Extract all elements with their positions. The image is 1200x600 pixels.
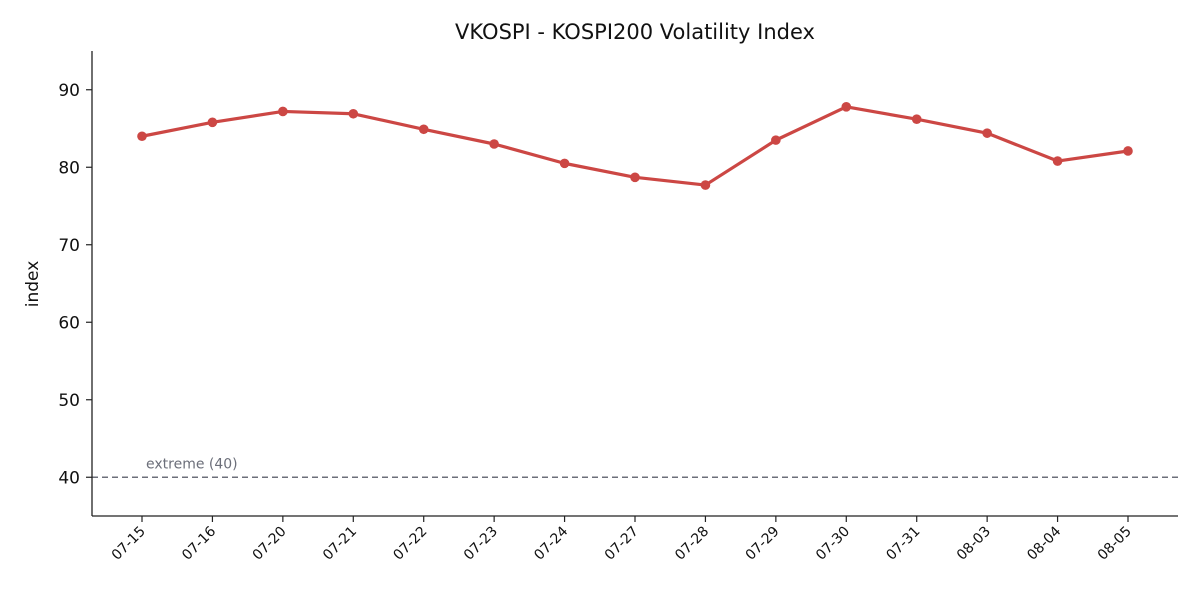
x-tick-label: 08-04 <box>1024 523 1064 563</box>
x-tick-label: 07-31 <box>883 524 923 564</box>
x-tick-label: 07-22 <box>390 524 430 564</box>
x-tick-label: 07-16 <box>179 523 219 563</box>
x-tick-label: 07-27 <box>602 524 642 564</box>
data-point <box>418 124 429 135</box>
reference-line-label: extreme (40) <box>146 456 238 472</box>
data-point <box>771 135 781 145</box>
y-tick-label: 90 <box>58 81 80 101</box>
x-tick-label: 08-05 <box>1095 524 1135 564</box>
reference-line-group: extreme (40) <box>92 456 1178 478</box>
x-tick-label: 08-03 <box>954 524 994 564</box>
data-point <box>630 172 640 183</box>
series-group <box>137 102 1133 190</box>
chart-title: VKOSPI - KOSPI200 Volatility Index <box>455 20 815 44</box>
data-point <box>559 158 570 169</box>
data-point <box>1052 156 1063 166</box>
y-tick-label: 80 <box>58 158 80 178</box>
x-ticks: 07-15 07-16 07-20 07-21 07-22 07-23 07-24 07-27… <box>109 516 1135 564</box>
data-point <box>911 114 922 124</box>
y-tick-label: 50 <box>58 391 80 411</box>
data-point <box>1123 146 1133 156</box>
data-point <box>348 108 359 119</box>
x-tick-label: 07-30 <box>813 524 853 564</box>
data-point <box>489 139 499 149</box>
x-tick-label: 07-24 <box>531 523 571 563</box>
data-point <box>137 131 147 142</box>
y-tick-label: 70 <box>58 236 80 256</box>
x-tick-label: 07-15 <box>109 524 149 564</box>
x-tick-label: 07-29 <box>743 524 783 564</box>
data-point <box>278 106 288 117</box>
x-tick-label: 07-21 <box>320 524 360 564</box>
x-tick-label: 07-28 <box>672 524 712 564</box>
data-point <box>207 117 218 128</box>
y-tick-label: 60 <box>58 313 80 333</box>
y-ticks: 40 50 60 70 80 90 <box>58 81 92 488</box>
data-point <box>700 180 711 190</box>
y-tick-label: 40 <box>58 468 80 488</box>
x-tick-label: 07-23 <box>461 524 501 564</box>
x-tick-label: 07-20 <box>250 524 290 564</box>
data-point <box>982 128 992 138</box>
data-point <box>841 102 852 112</box>
y-axis-label: index <box>23 261 43 308</box>
